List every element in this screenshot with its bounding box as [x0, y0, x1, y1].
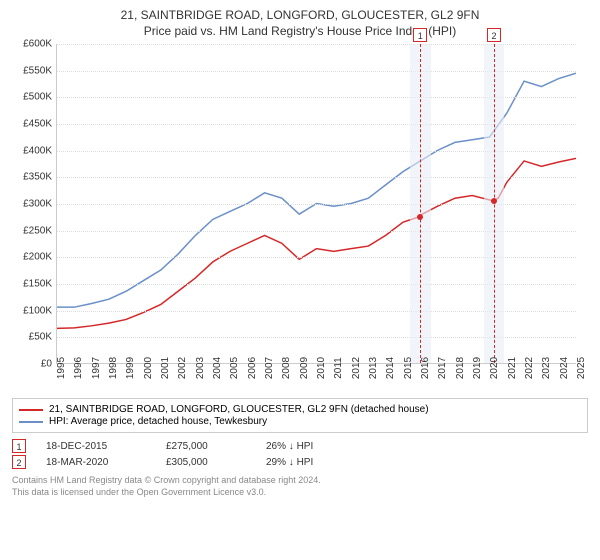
- title-block: 21, SAINTBRIDGE ROAD, LONGFORD, GLOUCEST…: [12, 8, 588, 38]
- x-tick-label: 2023: [541, 357, 552, 379]
- x-tick-label: 2025: [576, 357, 587, 379]
- x-tick-label: 2007: [264, 357, 275, 379]
- footer-line2: This data is licensed under the Open Gov…: [12, 487, 588, 499]
- x-tick-label: 2013: [368, 357, 379, 379]
- x-tick-label: 2018: [455, 357, 466, 379]
- sale-point: [491, 198, 497, 204]
- legend-label: 21, SAINTBRIDGE ROAD, LONGFORD, GLOUCEST…: [49, 404, 429, 415]
- sale-marker: 1: [12, 439, 26, 453]
- y-tick-label: £200K: [23, 252, 52, 263]
- y-tick-label: £150K: [23, 279, 52, 290]
- x-tick-label: 2016: [420, 357, 431, 379]
- sales-block: 1 18-DEC-2015 £275,000 26% ↓ HPI 2 18-MAR-202…: [12, 439, 588, 469]
- marker-label: 1: [413, 28, 427, 42]
- y-tick-label: £100K: [23, 305, 52, 316]
- sale-point: [417, 214, 423, 220]
- sale-date: 18-DEC-2015: [46, 441, 146, 452]
- x-tick-label: 2024: [559, 357, 570, 379]
- x-tick-label: 2008: [281, 357, 292, 379]
- legend: 21, SAINTBRIDGE ROAD, LONGFORD, GLOUCEST…: [12, 398, 588, 433]
- x-tick-label: 2002: [177, 357, 188, 379]
- legend-item: HPI: Average price, detached house, Tewk…: [19, 416, 581, 427]
- y-tick-label: £600K: [23, 39, 52, 50]
- sale-price: £305,000: [166, 457, 246, 468]
- footer: Contains HM Land Registry data © Crown c…: [12, 475, 588, 498]
- x-tick-label: 2019: [472, 357, 483, 379]
- x-tick-label: 2001: [160, 357, 171, 379]
- y-tick-label: £400K: [23, 145, 52, 156]
- x-tick-label: 2011: [333, 357, 344, 379]
- x-tick-label: 2014: [385, 357, 396, 379]
- y-tick-label: £450K: [23, 119, 52, 130]
- x-tick-label: 2000: [143, 357, 154, 379]
- x-tick-label: 2017: [437, 357, 448, 379]
- x-tick-label: 1995: [56, 357, 67, 379]
- sale-marker: 2: [12, 455, 26, 469]
- plot-region: 12: [56, 44, 576, 364]
- x-tick-label: 2012: [351, 357, 362, 379]
- x-tick-label: 2015: [403, 357, 414, 379]
- sale-row: 1 18-DEC-2015 £275,000 26% ↓ HPI: [12, 439, 588, 453]
- x-tick-label: 2004: [212, 357, 223, 379]
- sale-pct: 26% ↓ HPI: [266, 441, 313, 452]
- x-tick-label: 2020: [489, 357, 500, 379]
- legend-item: 21, SAINTBRIDGE ROAD, LONGFORD, GLOUCEST…: [19, 404, 581, 415]
- x-tick-label: 2022: [524, 357, 535, 379]
- y-tick-label: £300K: [23, 199, 52, 210]
- y-tick-label: £550K: [23, 65, 52, 76]
- legend-swatch: [19, 409, 43, 411]
- y-tick-label: £500K: [23, 92, 52, 103]
- x-tick-label: 1996: [73, 357, 84, 379]
- sale-date: 18-MAR-2020: [46, 457, 146, 468]
- marker-line: [420, 44, 421, 363]
- x-tick-label: 2009: [299, 357, 310, 379]
- x-tick-label: 2003: [195, 357, 206, 379]
- y-tick-label: £250K: [23, 225, 52, 236]
- x-tick-label: 2010: [316, 357, 327, 379]
- chart-title: 21, SAINTBRIDGE ROAD, LONGFORD, GLOUCEST…: [12, 8, 588, 22]
- y-tick-label: £0: [41, 359, 52, 370]
- footer-line1: Contains HM Land Registry data © Crown c…: [12, 475, 588, 487]
- x-axis: 1995199619971998199920002001200220032004…: [56, 364, 576, 394]
- sale-pct: 29% ↓ HPI: [266, 457, 313, 468]
- y-tick-label: £350K: [23, 172, 52, 183]
- marker-label: 2: [487, 28, 501, 42]
- chart-container: 21, SAINTBRIDGE ROAD, LONGFORD, GLOUCEST…: [0, 0, 600, 560]
- chart-subtitle: Price paid vs. HM Land Registry's House …: [12, 24, 588, 38]
- x-tick-label: 2005: [229, 357, 240, 379]
- x-tick-label: 1999: [125, 357, 136, 379]
- x-tick-label: 1998: [108, 357, 119, 379]
- sale-price: £275,000: [166, 441, 246, 452]
- legend-label: HPI: Average price, detached house, Tewk…: [49, 416, 267, 427]
- sale-row: 2 18-MAR-2020 £305,000 29% ↓ HPI: [12, 455, 588, 469]
- x-tick-label: 2006: [247, 357, 258, 379]
- legend-swatch: [19, 421, 43, 423]
- x-tick-label: 1997: [91, 357, 102, 379]
- y-tick-label: £50K: [29, 332, 52, 343]
- y-axis: £0£50K£100K£150K£200K£250K£300K£350K£400…: [12, 44, 56, 364]
- chart-area: £0 £50K £100K £150K £200K £250K £300K £350K £400…: [12, 44, 588, 394]
- x-tick-label: 2021: [507, 357, 518, 379]
